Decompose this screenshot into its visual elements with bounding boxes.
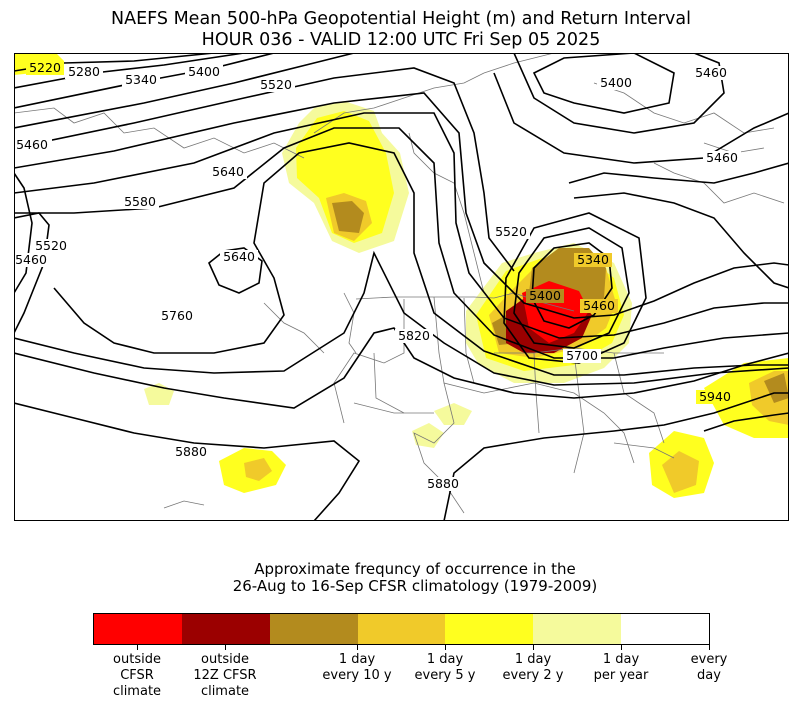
colorbar-tick <box>709 645 710 650</box>
contour-label: 5460 <box>706 150 738 165</box>
colorbar-tick <box>357 645 358 650</box>
colorbar-label-outside-cfsr: outside CFSR climate <box>112 652 162 699</box>
colorbar-label-outside-12z: outside 12Z CFSR climate <box>193 652 257 699</box>
contour-label: 5880 <box>175 444 207 459</box>
colorbar-segment-every-5y <box>357 614 446 644</box>
colorbar-label-per-year: 1 day per year <box>593 652 649 683</box>
contour-label: 5340 <box>577 252 609 267</box>
colorbar-tick <box>225 645 226 650</box>
colorbar-segment-outside-cfsr <box>94 614 182 644</box>
contour-labels: 5220 5280 5340 5400 5520 5460 5460 5400 … <box>14 60 741 491</box>
weather-map: 5220 5280 5340 5400 5520 5460 5460 5400 … <box>14 53 789 521</box>
map-frame <box>14 53 789 521</box>
contour-label: 5640 <box>212 164 244 179</box>
contour-label: 5340 <box>125 72 157 87</box>
colorbar-tick <box>137 645 138 650</box>
contour-label: 5460 <box>583 298 615 313</box>
chart-title: NAEFS Mean 500-hPa Geopotential Height (… <box>111 9 691 29</box>
contour-label: 5400 <box>600 75 632 90</box>
contour-label: 5520 <box>260 77 292 92</box>
colorbar-label-every-day: every day <box>690 652 728 683</box>
colorbar-segment-outside-12z <box>181 614 270 644</box>
contour-label: 5460 <box>16 137 48 152</box>
colorbar-tick <box>621 645 622 650</box>
contour-label: 5520 <box>35 238 67 253</box>
colorbar-segment-every-10y <box>269 614 358 644</box>
contour-label: 5460 <box>695 65 727 80</box>
colorbar-tick <box>445 645 446 650</box>
contour-label: 5880 <box>427 476 459 491</box>
colorbar-segment-every-2y <box>445 614 534 644</box>
colorbar-segment-every-day <box>621 614 710 644</box>
chart-subtitle-valid-time: HOUR 036 - VALID 12:00 UTC Fri Sep 05 20… <box>201 30 601 50</box>
colorbar-label-every-10y: 1 day every 10 y <box>322 652 392 683</box>
contour-label: 5400 <box>529 288 561 303</box>
contour-label: 5820 <box>398 328 430 343</box>
contour-label: 5580 <box>124 194 156 209</box>
contour-label: 5280 <box>68 64 100 79</box>
contour-label: 5760 <box>161 308 193 323</box>
contour-label: 5460 <box>15 252 47 267</box>
colorbar-caption-line2: 26-Aug to 16-Sep CFSR climatology (1979-… <box>232 577 598 595</box>
contour-label: 5940 <box>699 389 731 404</box>
colorbar-caption-line1: Approximate frequncy of occurrence in th… <box>254 560 576 578</box>
contour-label: 5520 <box>495 224 527 239</box>
colorbar <box>93 613 710 645</box>
contour-label: 5400 <box>188 64 220 79</box>
colorbar-tick <box>533 645 534 650</box>
contour-label: 5700 <box>566 348 598 363</box>
contour-label: 5640 <box>223 249 255 264</box>
colorbar-label-every-2y: 1 day every 2 y <box>502 652 564 683</box>
colorbar-label-every-5y: 1 day every 5 y <box>414 652 476 683</box>
contour-label: 5220 <box>29 60 61 75</box>
colorbar-segment-per-year <box>533 614 622 644</box>
